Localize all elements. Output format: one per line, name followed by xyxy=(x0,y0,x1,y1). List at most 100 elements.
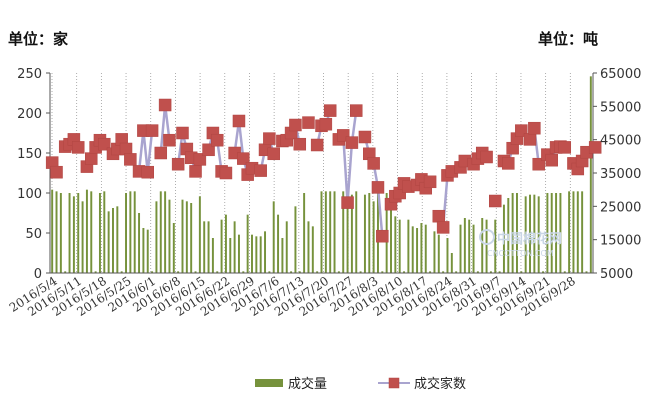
volume-bar xyxy=(481,218,484,273)
legend: 成交量 成交家数 xyxy=(255,376,466,392)
right-tick-label: 55000 xyxy=(600,100,641,115)
volume-bar xyxy=(272,201,275,273)
left-tick-label: 0 xyxy=(34,267,42,282)
right-unit-label: 单位：吨 xyxy=(538,30,598,48)
left-tick-label: 150 xyxy=(17,147,42,162)
volume-bar xyxy=(559,193,562,273)
volume-bar xyxy=(372,201,375,273)
volume-bar xyxy=(81,201,84,273)
volume-bar xyxy=(394,216,397,273)
count-marker xyxy=(158,98,172,112)
volume-bar xyxy=(120,271,123,273)
volume-bar xyxy=(246,214,249,273)
volume-bar xyxy=(172,223,175,273)
volume-bar xyxy=(455,271,458,273)
right-tick-label: 25000 xyxy=(600,200,641,215)
volume-bar xyxy=(468,219,471,273)
volume-bar xyxy=(233,221,236,273)
count-marker xyxy=(176,126,189,140)
count-marker xyxy=(341,196,354,209)
volume-bar xyxy=(459,224,462,273)
volume-bar xyxy=(489,271,492,273)
count-marker xyxy=(98,137,111,151)
volume-bar xyxy=(216,271,219,273)
right-axis-ticks: 5000 15000 25000 35000 45000 55000 65000 xyxy=(593,67,641,282)
volume-bar xyxy=(324,191,327,273)
volume-bar xyxy=(585,271,588,273)
volume-bar xyxy=(203,221,206,273)
volume-bar xyxy=(185,201,188,273)
watermark-text: 中国棉花网 xyxy=(497,231,562,247)
volume-bar xyxy=(112,208,114,273)
volume-bar xyxy=(359,271,362,273)
volume-bar xyxy=(502,204,505,273)
volume-bar xyxy=(290,271,293,273)
count-marker xyxy=(171,157,185,171)
volume-bar xyxy=(346,193,349,273)
volume-bar xyxy=(476,271,479,273)
volume-bar xyxy=(446,238,449,273)
volume-bar xyxy=(320,191,323,273)
count-marker xyxy=(202,143,215,157)
volume-bar xyxy=(146,229,149,273)
volume-bar xyxy=(307,221,310,273)
left-tick-label: 50 xyxy=(25,227,42,242)
volume-bar xyxy=(589,76,592,273)
volume-bar xyxy=(546,193,549,273)
volume-bar xyxy=(337,271,340,273)
volume-bar xyxy=(381,271,384,273)
count-marker xyxy=(263,132,276,145)
volume-bars xyxy=(51,76,592,273)
count-marker xyxy=(237,152,250,165)
volume-bar xyxy=(498,271,501,273)
volume-bar xyxy=(363,194,366,273)
volume-bar xyxy=(181,199,184,273)
volume-bar xyxy=(281,238,284,273)
volume-bar xyxy=(350,194,353,273)
volume-bar xyxy=(207,221,210,273)
volume-bar xyxy=(68,193,71,273)
legend-line-marker xyxy=(388,377,400,389)
volume-bar xyxy=(220,219,223,273)
volume-bar xyxy=(259,236,262,273)
volume-bar xyxy=(368,193,371,273)
count-marker xyxy=(436,221,450,234)
legend-bar-swatch xyxy=(255,379,283,387)
legend-bar-label: 成交量 xyxy=(288,376,327,392)
volume-bar xyxy=(98,193,101,273)
volume-bar xyxy=(142,228,145,273)
watermark-logo-icon xyxy=(479,229,495,245)
volume-bar xyxy=(51,189,54,273)
x-axis-ticks: 2016/5/42016/5/112016/5/182016/5/252016/… xyxy=(7,274,578,319)
volume-bar xyxy=(168,199,171,273)
volume-bar xyxy=(568,191,571,273)
volume-bar xyxy=(537,196,540,273)
left-tick-label: 200 xyxy=(17,107,42,122)
watermark: 中国棉花网 CNCOTTON.COM xyxy=(479,229,562,258)
volume-bar xyxy=(355,191,358,273)
volume-bar xyxy=(107,211,110,273)
volume-bar xyxy=(576,191,579,273)
volume-bar xyxy=(524,196,527,273)
volume-bar xyxy=(237,234,240,273)
volume-bar xyxy=(298,271,301,273)
legend-line-label: 成交家数 xyxy=(414,376,466,392)
count-marker xyxy=(532,157,545,171)
count-marker xyxy=(480,150,493,164)
volume-bar xyxy=(294,206,297,273)
volume-bar xyxy=(416,228,419,273)
volume-bar xyxy=(64,271,67,273)
count-line-segment xyxy=(338,110,358,203)
volume-bar xyxy=(533,194,536,273)
volume-bar xyxy=(138,213,141,273)
volume-bar xyxy=(133,191,136,273)
count-marker xyxy=(254,164,267,177)
count-marker xyxy=(376,229,389,243)
volume-bar xyxy=(59,193,62,273)
left-axis-ticks: 0 50 100 150 200 250 xyxy=(17,67,50,282)
volume-bar xyxy=(420,223,423,273)
count-marker xyxy=(489,194,502,208)
volume-bar xyxy=(429,271,432,273)
volume-bar xyxy=(85,189,88,273)
